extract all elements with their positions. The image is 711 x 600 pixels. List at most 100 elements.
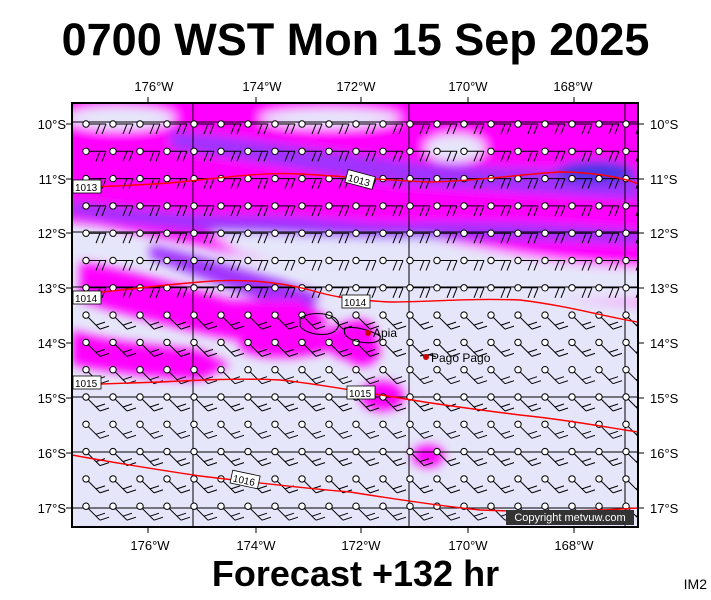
wind-barb [136,366,164,385]
copyright-text: Copyright metvuw.com [514,512,625,524]
wind-barb [487,174,512,189]
wind-barb [433,475,461,494]
wind-barb [541,475,569,494]
wind-barb [487,284,512,298]
pago-pago-marker [423,354,429,360]
wind-barb [109,256,134,271]
wind-barb [514,229,539,244]
wind-barb [352,475,380,494]
wind-barb [244,120,269,135]
lat-label-right: 17°S [650,501,679,516]
wind-barb [352,447,380,467]
wind-barb [298,447,326,467]
wind-barb [568,256,593,271]
wind-barb [487,393,515,412]
wind-barb [82,202,107,217]
wind-barb [271,447,299,467]
wind-barb [406,256,431,271]
wind-barb [190,284,215,298]
isobar-label-1015-west: 1015 [75,379,98,390]
wind-barb [433,120,458,135]
wind-barb [487,420,515,439]
wind-barb [622,256,638,271]
wind-barb [298,393,326,412]
wind-barb [595,256,620,271]
wind-barb [190,147,215,162]
wind-barb [541,420,569,439]
wind-barb [190,338,218,357]
wind-barb [109,120,134,135]
rain-tongue-west [80,262,330,340]
wind-barb [109,447,137,467]
clear-gap-3 [260,108,400,128]
wind-barb [298,147,323,162]
wind-barb [244,447,272,467]
wind-barb [190,256,215,271]
lat-label-left: 17°S [38,501,67,516]
wind-barb [244,502,272,521]
wind-barb [109,475,137,494]
wind-barb [541,120,566,135]
wind-barb [568,393,596,412]
wind-barb [136,502,164,521]
lat-label-right: 11°S [650,172,678,187]
wind-barb [352,229,377,244]
wind-barb [190,311,218,330]
rain-cell-southeast [412,445,444,467]
wind-barb [595,447,623,467]
wind-barb [190,475,218,494]
lon-label-bottom: 170°W [448,538,488,553]
wind-barb [325,502,353,521]
wind-barb [406,284,431,298]
wind-barb [190,393,218,412]
wind-barb [217,120,242,135]
wind-barb [622,120,638,135]
wind-barb [325,393,353,412]
wind-barb [325,366,353,385]
lat-label-left: 11°S [39,172,67,187]
wind-barb [109,366,137,385]
wind-barb [109,311,137,330]
wind-barb [109,502,137,521]
wind-barb [217,338,245,357]
lon-label-top: 174°W [242,79,282,94]
wind-barb [487,147,512,162]
wind-barb [298,420,326,439]
isobar-label-box: 1015 [346,385,376,400]
isobar-label-1013-west: 1013 [75,183,98,194]
wind-barb [406,393,434,412]
upolu-island [343,326,381,344]
wind-barb [487,202,512,217]
wind-barb [82,420,110,439]
wind-barb [136,229,161,244]
wind-barb [352,338,380,357]
wind-barb [271,202,296,217]
wind-barb [325,420,353,439]
lat-label-left: 16°S [38,446,67,461]
wind-barb [82,284,107,298]
place-label-pago-pago: Pago Pago [431,351,491,365]
wind-barb [406,420,434,439]
wind-barb [244,311,272,330]
wind-barb [379,202,404,217]
wind-barb [595,147,620,162]
apia-marker [365,330,371,336]
wind-barb [460,202,485,217]
lat-label-right: 15°S [650,391,679,406]
wind-barb [460,393,488,412]
wind-barb [136,256,161,271]
wind-barb [163,229,188,244]
wind-barb [622,147,638,162]
wind-barb [190,366,218,385]
wind-barb [568,338,596,357]
axis-ticks [66,97,644,533]
place-label-apia: Apia [373,326,397,340]
isobar-label-box: 1014 [72,290,102,305]
wind-barb [541,174,566,189]
wind-barb [541,338,569,357]
wind-barb [406,120,431,135]
wind-barb [406,147,431,162]
wind-barb [487,475,515,494]
wind-barb [433,202,458,217]
wind-barb [271,256,296,271]
